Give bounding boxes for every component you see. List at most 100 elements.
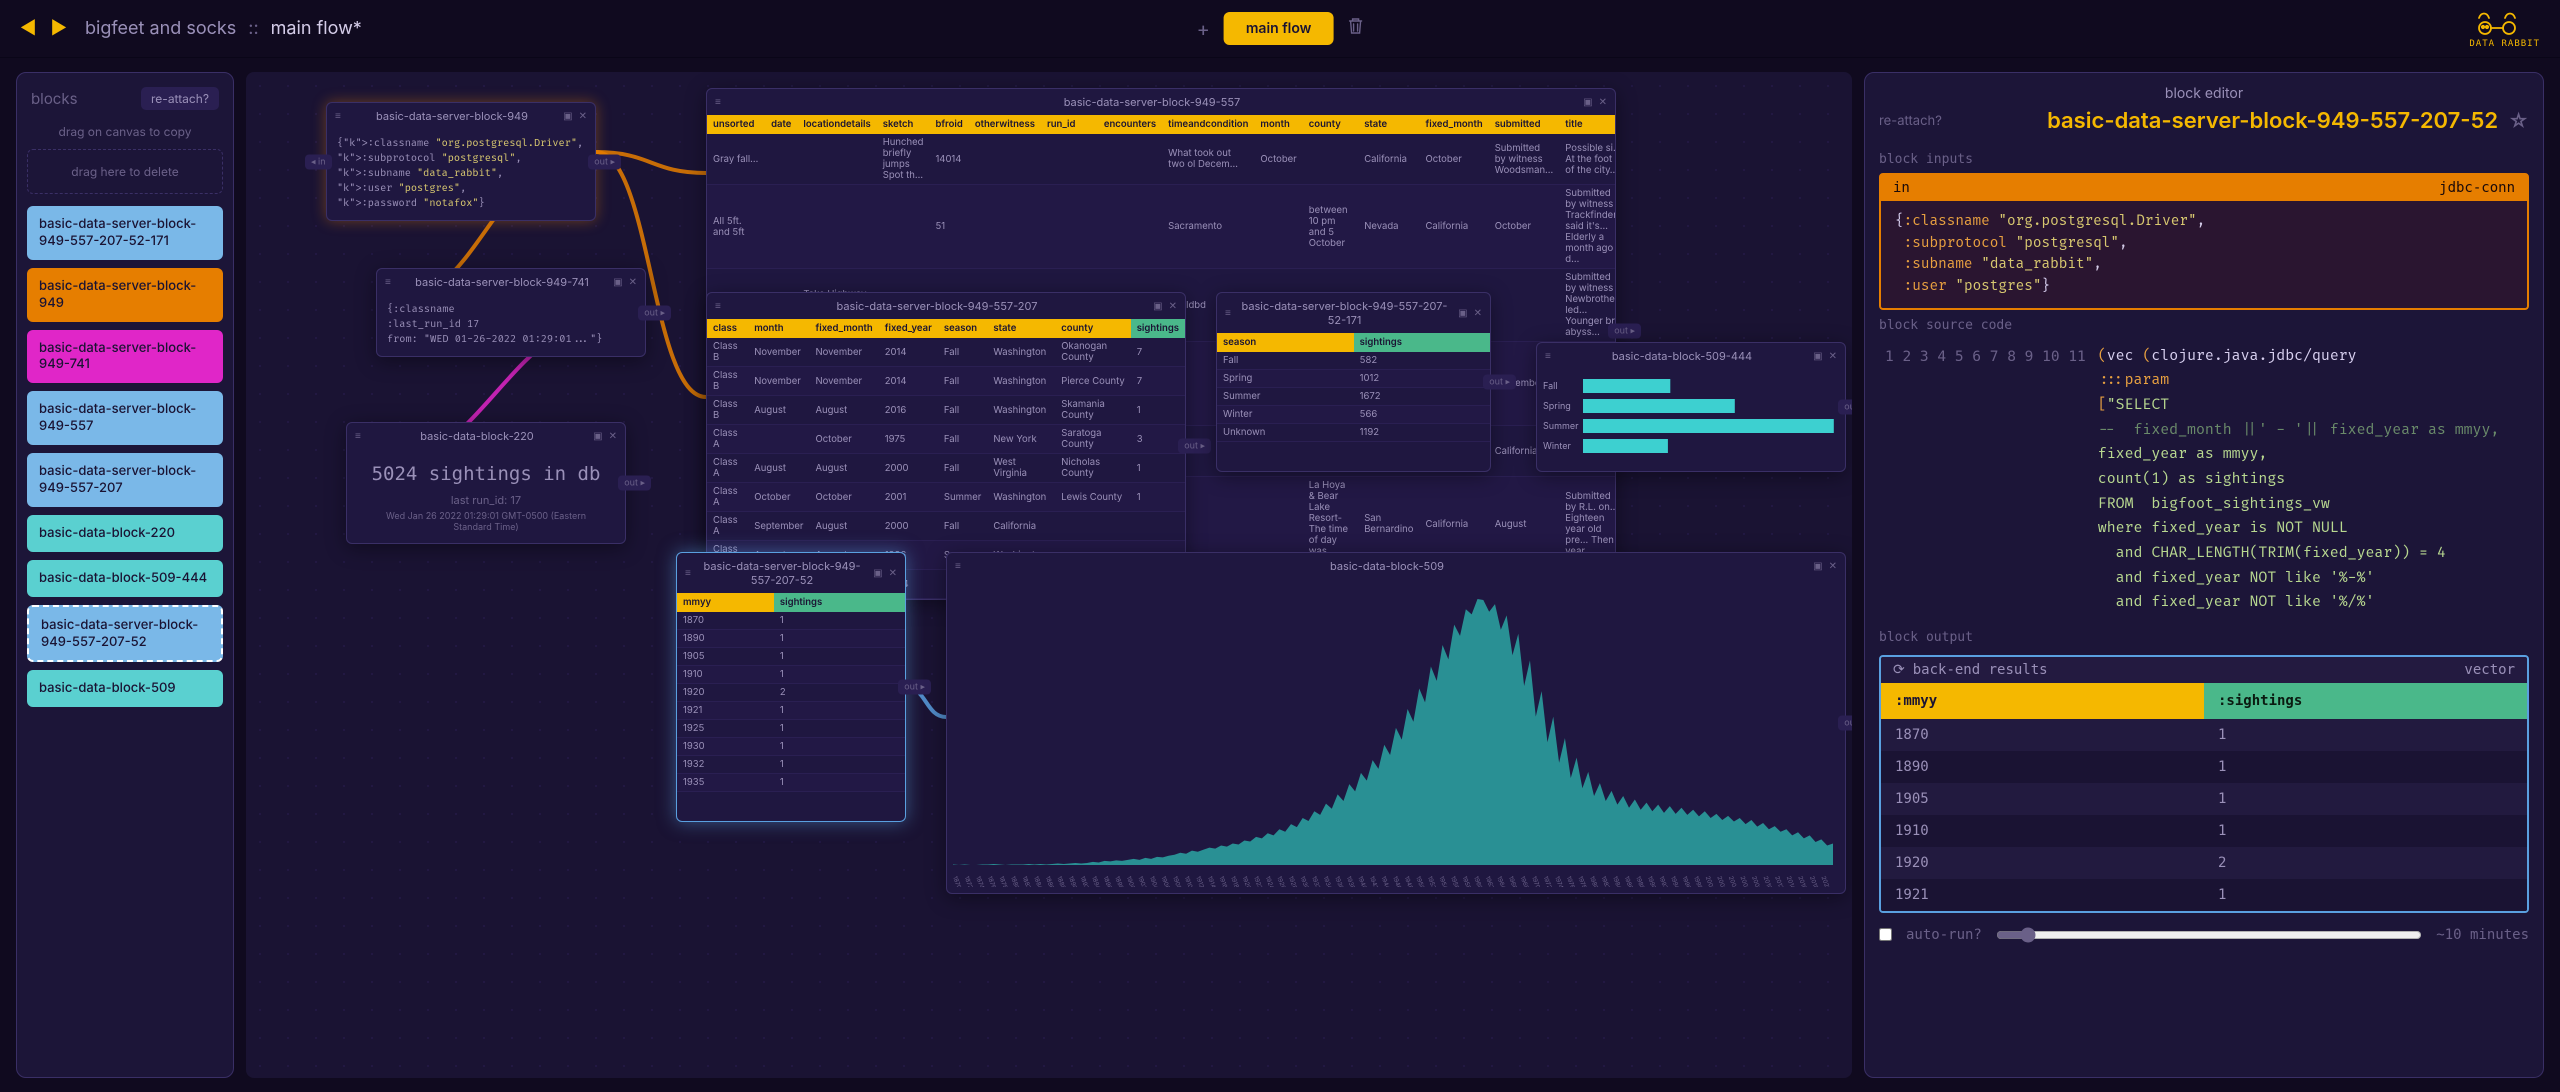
canvas[interactable]: ≡basic-data-server-block-949▣✕{"k">:clas… xyxy=(246,72,1852,1078)
svg-text:1936: 1936 xyxy=(1333,875,1344,887)
in-port-label: in xyxy=(1893,180,1910,196)
block-chip[interactable]: basic-data-block-509 xyxy=(27,670,223,707)
node-close-icon[interactable]: ✕ xyxy=(889,567,897,579)
block-chip[interactable]: basic-data-server-block-949-557 xyxy=(27,391,223,445)
node-close-icon[interactable]: ✕ xyxy=(1829,560,1837,572)
refresh-results[interactable]: ⟳ back-end results xyxy=(1893,662,2048,678)
svg-text:1920: 1920 xyxy=(1241,875,1252,887)
port-out[interactable]: out ▸ xyxy=(1608,323,1641,338)
table-row: 19051 xyxy=(1881,783,2527,815)
svg-text:1926: 1926 xyxy=(1275,875,1286,887)
port-out[interactable]: out ▸ xyxy=(1838,716,1852,731)
port-out[interactable]: out ▸ xyxy=(1838,400,1852,415)
svg-text:1968: 1968 xyxy=(1518,875,1529,887)
port-out[interactable]: out ▸ xyxy=(898,680,931,695)
node-menu-icon[interactable]: ≡ xyxy=(1545,350,1551,362)
svg-text:2006: 2006 xyxy=(1738,875,1750,887)
svg-text:1872: 1872 xyxy=(963,875,974,887)
node-close-icon[interactable]: ✕ xyxy=(609,430,617,442)
canvas-node[interactable]: ≡basic-data-server-block-949-741▣✕{:clas… xyxy=(376,268,646,357)
editor-reattach[interactable]: re-attach? xyxy=(1879,113,1942,129)
blocks-panel: blocks re-attach? drag on canvas to copy… xyxy=(16,72,234,1078)
conn-code: {:classname "org.postgresql.Driver", :su… xyxy=(1881,201,2527,308)
svg-text:1962: 1962 xyxy=(1484,875,1495,887)
node-max-icon[interactable]: ▣ xyxy=(613,276,622,288)
delete-tab-icon[interactable] xyxy=(1347,17,1363,40)
blocks-title: blocks xyxy=(31,89,78,108)
node-max-icon[interactable]: ▣ xyxy=(1813,560,1822,572)
node-max-icon[interactable]: ▣ xyxy=(1458,307,1467,319)
block-chip[interactable]: basic-data-server-block-949-741 xyxy=(27,330,223,384)
node-close-icon[interactable]: ✕ xyxy=(1829,350,1837,362)
svg-text:1902: 1902 xyxy=(1136,875,1147,887)
svg-text:1876: 1876 xyxy=(986,875,997,887)
port-out[interactable]: out ▸ xyxy=(618,476,651,491)
nav-forward-icon[interactable]: ▶ xyxy=(51,18,68,39)
star-icon[interactable]: ☆ xyxy=(2508,109,2529,133)
svg-text:1894: 1894 xyxy=(1090,875,1101,887)
node-menu-icon[interactable]: ≡ xyxy=(955,560,961,572)
node-menu-icon[interactable]: ≡ xyxy=(385,276,391,288)
node-close-icon[interactable]: ✕ xyxy=(1599,96,1607,108)
svg-text:1974: 1974 xyxy=(1553,875,1564,887)
node-max-icon[interactable]: ▣ xyxy=(1813,350,1822,362)
svg-text:1994: 1994 xyxy=(1669,875,1680,887)
svg-text:Fall: Fall xyxy=(1543,381,1558,392)
block-chip[interactable]: basic-data-server-block-949 xyxy=(27,268,223,322)
node-menu-icon[interactable]: ≡ xyxy=(715,96,721,108)
port-out[interactable]: out ▸ xyxy=(1178,439,1211,454)
port-out[interactable]: out ▸ xyxy=(638,305,671,320)
canvas-node[interactable]: ≡basic-data-server-block-949-557-207-52▣… xyxy=(676,552,906,822)
label-inputs: block inputs xyxy=(1879,152,2529,167)
block-chip[interactable]: basic-data-server-block-949-557-207-52 xyxy=(27,605,223,663)
svg-text:1880: 1880 xyxy=(1009,875,1020,887)
table-row: 18701 xyxy=(1881,719,2527,751)
node-title: basic-data-server-block-949-557-207 xyxy=(729,299,1145,313)
code-editor[interactable]: (vec (clojure.java.jdbc/query :::param [… xyxy=(2098,345,2500,616)
nav-back-icon[interactable]: ◀ xyxy=(20,18,37,39)
canvas-node[interactable]: ≡basic-data-block-220▣✕5024 sightings in… xyxy=(346,422,626,544)
block-chip[interactable]: basic-data-block-220 xyxy=(27,515,223,552)
canvas-node[interactable]: ≡basic-data-block-509-444▣✕FallSpringSum… xyxy=(1536,342,1846,472)
autorun-checkbox[interactable] xyxy=(1879,928,1892,941)
block-chip[interactable]: basic-data-server-block-949-557-207 xyxy=(27,453,223,507)
reattach-button[interactable]: re-attach? xyxy=(141,87,219,110)
node-max-icon[interactable]: ▣ xyxy=(1583,96,1592,108)
breadcrumb-root[interactable]: bigfeet and socks xyxy=(85,18,236,39)
node-menu-icon[interactable]: ≡ xyxy=(715,300,721,312)
col-mmyy: :mmyy xyxy=(1881,683,2204,719)
svg-text:1904: 1904 xyxy=(1148,875,1159,887)
svg-text:2014: 2014 xyxy=(1785,875,1796,887)
node-close-icon[interactable]: ✕ xyxy=(579,110,587,122)
block-chip[interactable]: basic-data-server-block-949-557-207-52-1… xyxy=(27,206,223,260)
port-out[interactable]: out ▸ xyxy=(1483,375,1516,390)
editor-header: block editor xyxy=(1879,85,2529,102)
node-menu-icon[interactable]: ≡ xyxy=(335,110,341,122)
node-menu-icon[interactable]: ≡ xyxy=(685,567,691,579)
svg-text:1870: 1870 xyxy=(953,875,962,887)
node-title: basic-data-server-block-949-741 xyxy=(399,275,605,289)
canvas-node[interactable]: ≡ basic-data-server-block-949-557-207-52-… xyxy=(1216,292,1491,472)
node-close-icon[interactable]: ✕ xyxy=(1169,300,1177,312)
canvas-node[interactable]: ≡basic-data-block-509▣✕18701872187418761… xyxy=(946,552,1846,894)
add-tab-icon[interactable]: + xyxy=(1197,17,1210,41)
canvas-node[interactable]: ≡basic-data-server-block-949▣✕{"k">:clas… xyxy=(326,102,596,221)
node-menu-icon[interactable]: ≡ xyxy=(1225,307,1231,319)
node-close-icon[interactable]: ✕ xyxy=(629,276,637,288)
breadcrumb-leaf[interactable]: main flow* xyxy=(271,18,362,39)
node-max-icon[interactable]: ▣ xyxy=(593,430,602,442)
node-max-icon[interactable]: ▣ xyxy=(563,110,572,122)
block-chip[interactable]: basic-data-block-509-444 xyxy=(27,560,223,597)
port-in[interactable]: ◂ in xyxy=(305,154,332,169)
port-out[interactable]: out ▸ xyxy=(588,154,621,169)
node-max-icon[interactable]: ▣ xyxy=(873,567,882,579)
node-close-icon[interactable]: ✕ xyxy=(1474,307,1482,319)
timer-slider[interactable] xyxy=(1996,927,2422,943)
svg-text:1900: 1900 xyxy=(1125,875,1136,887)
node-menu-icon[interactable]: ≡ xyxy=(355,430,361,442)
tab-main-flow[interactable]: main flow xyxy=(1224,12,1334,45)
node-title: basic-data-server-block-949-557-207-52-1… xyxy=(1239,299,1450,327)
node-max-icon[interactable]: ▣ xyxy=(1153,300,1162,312)
delete-dropzone[interactable]: drag here to delete xyxy=(27,149,223,194)
svg-text:2010: 2010 xyxy=(1762,875,1773,887)
